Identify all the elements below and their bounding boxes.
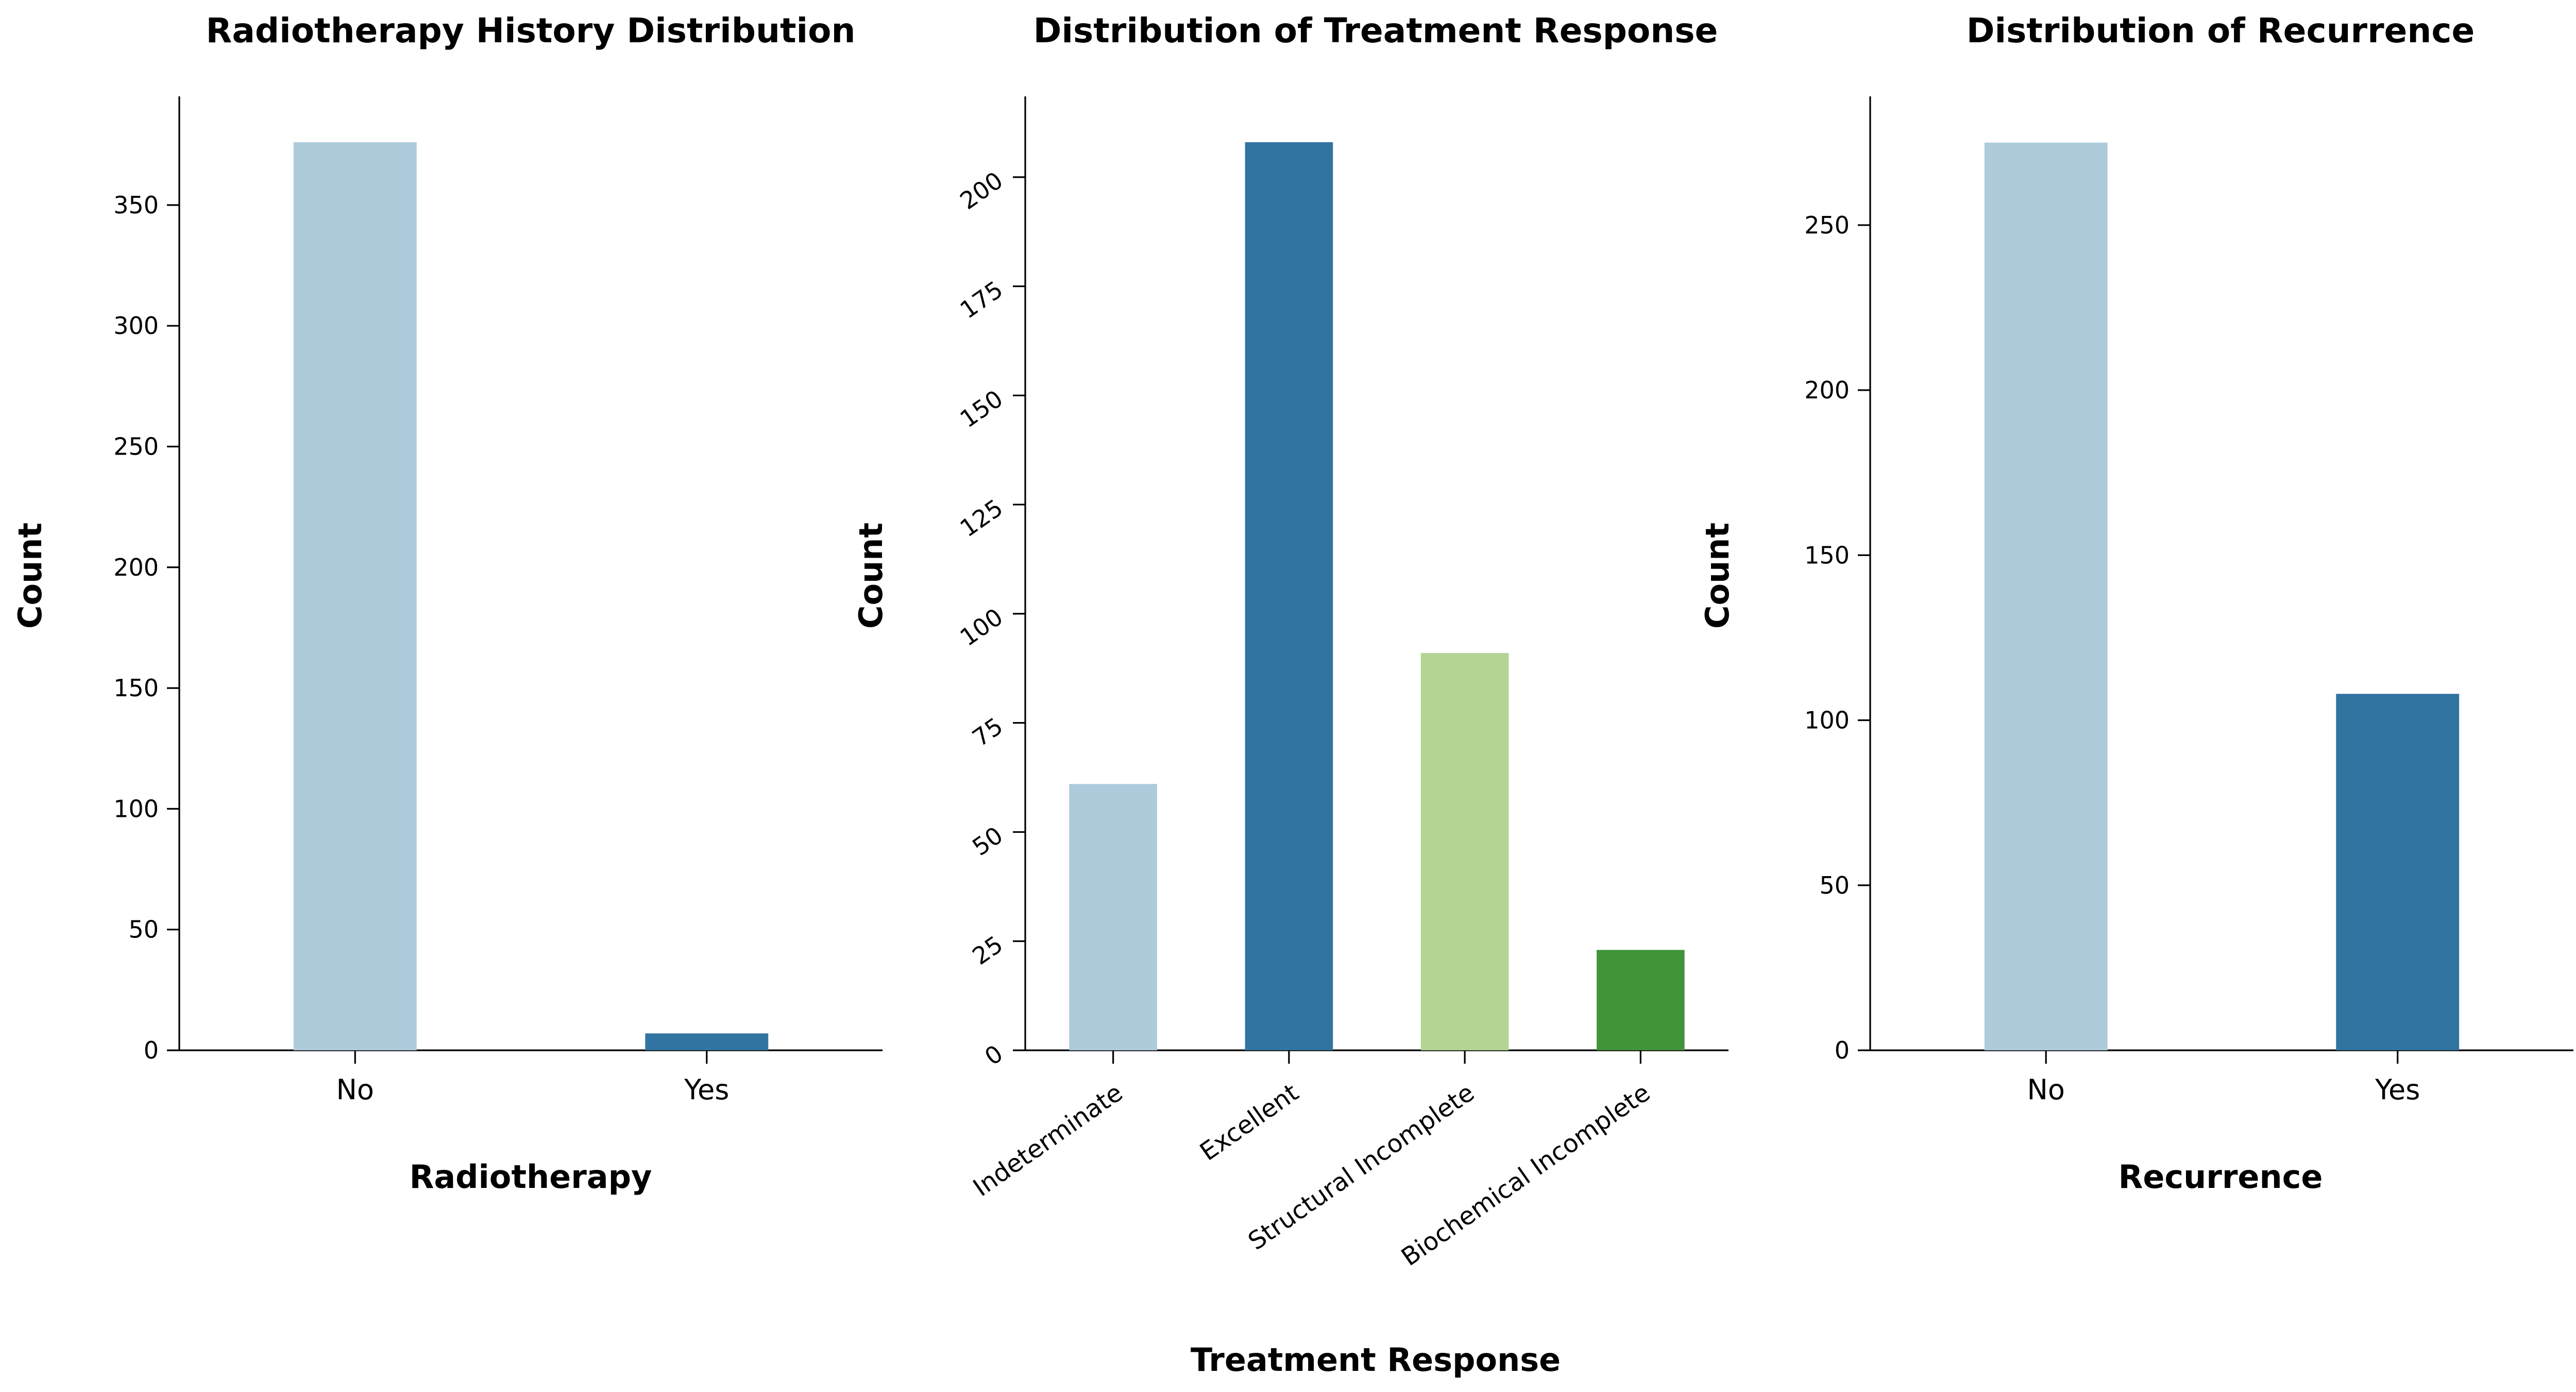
y-tick-label: 250: [113, 432, 159, 460]
y-tick-label: 100: [1804, 707, 1850, 734]
bar-excellent: [1245, 142, 1333, 1050]
y-tick-label: 25: [967, 930, 1008, 970]
y-tick-label: 200: [955, 166, 1008, 215]
y-tick-label: 100: [113, 795, 159, 823]
bar-indeterminate: [1069, 784, 1157, 1050]
x-tick-label: Yes: [2375, 1074, 2420, 1106]
y-axis-label: Count: [11, 523, 49, 629]
y-tick-label: 150: [955, 384, 1008, 433]
x-axis-label: Treatment Response: [1191, 1341, 1561, 1379]
bar-biochemical-incomplete: [1597, 950, 1685, 1050]
y-tick-label: 150: [1804, 541, 1850, 569]
y-tick-label: 0: [144, 1036, 159, 1064]
y-tick-label: 125: [955, 494, 1008, 543]
chart-title: Distribution of Recurrence: [1967, 11, 2475, 51]
y-tick-label: 0: [1835, 1036, 1850, 1064]
y-tick-label: 200: [1804, 376, 1850, 404]
bar-yes: [2336, 694, 2460, 1050]
y-tick-label: 0: [979, 1039, 1008, 1071]
y-axis-label: Count: [852, 523, 890, 629]
x-tick-label: Yes: [684, 1074, 729, 1106]
bar-no: [1984, 142, 2108, 1051]
bar-no: [293, 142, 417, 1050]
y-tick-label: 100: [955, 603, 1008, 652]
y-tick-label: 50: [128, 916, 159, 944]
y-tick-label: 50: [1819, 871, 1850, 899]
x-tick-label: Indeterminate: [968, 1078, 1128, 1202]
chart-recurrence: Distribution of Recurrence Count Recurre…: [1699, 11, 2573, 1196]
x-tick-label: No: [2027, 1074, 2065, 1106]
chart-radiotherapy: Radiotherapy History Distribution Count …: [11, 11, 883, 1196]
bar-structural-incomplete: [1420, 653, 1509, 1050]
bar-yes: [645, 1033, 769, 1050]
y-tick-label: 300: [113, 312, 159, 340]
y-tick-label: 250: [1804, 211, 1850, 239]
x-tick-label: Excellent: [1195, 1078, 1304, 1167]
y-tick-label: 150: [113, 674, 159, 702]
y-tick-label: 175: [955, 275, 1008, 324]
x-axis-label: Recurrence: [2119, 1158, 2323, 1196]
chart-treatment-response: Distribution of Treatment Response Count…: [852, 11, 1728, 1379]
chart-title: Radiotherapy History Distribution: [206, 11, 856, 51]
y-tick-label: 350: [113, 191, 159, 219]
y-tick-label: 50: [967, 821, 1008, 861]
y-tick-label: 200: [113, 554, 159, 581]
x-axis-label: Radiotherapy: [410, 1158, 652, 1196]
y-axis-label: Count: [1699, 523, 1736, 629]
x-tick-label: No: [336, 1074, 374, 1106]
y-tick-label: 75: [967, 712, 1008, 752]
chart-title: Distribution of Treatment Response: [1033, 11, 1718, 51]
